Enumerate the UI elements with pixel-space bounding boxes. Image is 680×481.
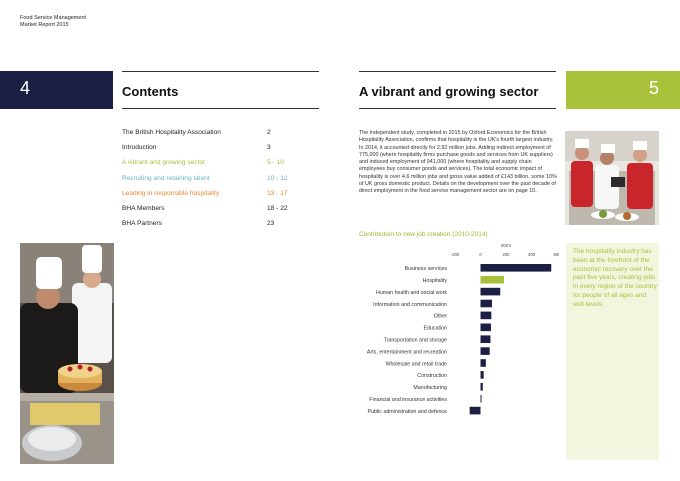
toc-item-page: 10 - 12 [267,174,288,182]
toc-item-page: 5 - 10 [267,159,284,167]
chart-bar [480,323,491,332]
toc-item-page: 23 [267,220,275,228]
header-line-1: Food Service Management [20,15,87,21]
toc-item[interactable]: BHA Partners 23 [122,220,292,235]
section-top-rule [359,71,556,72]
chart-bar [480,347,490,355]
contents-top-rule [122,71,319,72]
header-line-2: Market Report 2015 [20,21,69,28]
quote-panel [566,243,659,460]
toc-item-label: BHA Members [122,204,165,212]
chart-category-label: Manufacturing [413,385,447,391]
chart-category-label: Other [434,314,447,320]
left-page-number-block [0,71,113,109]
chart-title: Contribution to new job creation (2010-2… [359,231,488,238]
chart-bar [480,287,501,296]
contents-bottom-rule [122,108,319,109]
chart-category-label: Education [423,326,447,332]
intro-paragraph: The independent study, completed in 2015… [359,130,557,195]
toc-item-page: 2 [267,129,271,136]
chart-x-tick-label: 200 [503,252,511,257]
toc-item-page: 3 [267,144,271,152]
chart-category-label: Hospitality [423,278,448,284]
chart-bar [480,311,492,320]
toc-item[interactable]: Recruiting and retaining talent 10 - 12 [122,175,292,190]
chart-bar [480,264,552,272]
chart-bar [480,383,483,391]
toc-item-label: Introduction [122,144,157,152]
chart-x-axis-label: 000's [501,243,511,248]
chart-category-label: Business services [405,266,448,272]
toc-item-label: Recruiting and retaining talent [122,174,210,182]
toc-item-page: 13 - 17 [267,189,288,197]
section-title: A vibrant and growing sector [359,84,539,99]
toc-item[interactable]: BHA Members 18 - 22 [122,205,292,220]
chart-bar [480,371,484,379]
right-page-number-block [566,71,680,109]
chart-bar [480,394,482,403]
pastry-chef-photo [20,243,114,464]
toc-item-page: 18 - 22 [267,204,288,212]
chart-x-tick-label: 0 [479,252,482,257]
table-of-contents: The British Hospitality Association 2 In… [122,129,292,235]
toc-item-label: A vibrant and growing sector [122,159,206,167]
chart-category-label: Transportation and storage [384,338,447,344]
chart-bar [480,335,491,343]
left-page-number: 4 [20,78,31,98]
chart-category-label: Financial and insurance activities [369,397,447,403]
chefs-photo [565,131,659,225]
toc-item[interactable]: The British Hospitality Association 2 [122,129,292,144]
toc-item-label: The British Hospitality Association [122,129,221,136]
toc-item-label: BHA Partners [122,220,162,228]
chart-bar [469,406,481,415]
right-page-number: 5 [649,78,660,98]
chart-category-label: Construction [417,373,447,379]
toc-item-label: Leading in responsible hospitality [122,189,220,197]
chart-bar [480,359,486,367]
quote-text: The hospitality industry has been at the… [573,248,657,308]
job-creation-chart: 000's -200 0 200 400 600 Business services Ho… [367,243,560,415]
chart-category-label: Public administration and defence [367,409,447,415]
toc-item[interactable]: Leading in responsible hospitality 13 - … [122,190,292,205]
pastry-chef-illustration [20,243,114,464]
section-bottom-rule [359,108,556,109]
report-header: Food Service Management Market Report 20… [20,15,86,28]
chart-x-tick-label: 400 [528,252,536,257]
chart-category-label: Information and communication [373,302,447,308]
chefs-illustration [565,131,659,225]
chart-category-label: Human health and social work [376,290,447,296]
contents-title: Contents [122,84,179,99]
chart-x-tick-label: -200 [451,252,460,257]
chart-category-label: Arts, entertainment and recreation [367,349,447,355]
chart-x-tick-label: 600 [554,252,560,257]
toc-item[interactable]: Introduction 3 [122,144,292,159]
chart-bar [480,299,492,308]
toc-item[interactable]: A vibrant and growing sector 5 - 10 [122,159,292,174]
chart-category-label: Wholesale and retail trade [385,361,447,367]
chart-bar [480,275,505,284]
